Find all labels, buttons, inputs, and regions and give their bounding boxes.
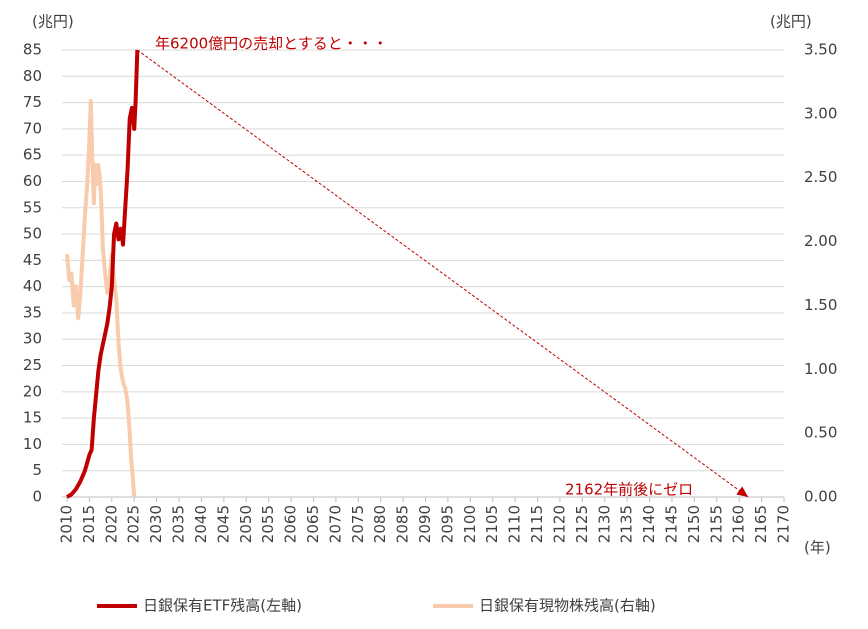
y-tick-label: 40	[23, 277, 42, 295]
x-tick-label: 2095	[438, 505, 456, 543]
y-tick-label: 50	[23, 225, 42, 243]
x-tick-label: 2160	[730, 505, 748, 543]
annotation: 2162年前後にゼロ	[565, 481, 693, 499]
data-line	[65, 49, 140, 499]
x-tick-label: 2010	[58, 505, 76, 543]
x-tick-label: 2105	[483, 505, 501, 543]
x-tick-label: 2145	[662, 505, 680, 543]
legend-label: 日銀保有現物株残高(右軸)	[479, 597, 656, 615]
y2-tick-label: 2.00	[804, 232, 837, 250]
y2-tick-label: 2.50	[804, 168, 837, 186]
x-tick-label: 2020	[102, 505, 120, 543]
y-tick-label: 45	[23, 251, 42, 269]
y-tick-label: 30	[23, 330, 42, 348]
y-axis-label: (兆円)	[32, 13, 74, 31]
x-tick-label: 2055	[259, 505, 277, 543]
x-tick-label: 2060	[282, 505, 300, 543]
x-tick-label: 2045	[214, 505, 232, 543]
y-tick-label: 65	[23, 146, 42, 164]
x-tick-label: 2135	[618, 505, 636, 543]
x-tick-label: 2030	[147, 505, 165, 543]
x-tick-label: 2155	[707, 505, 725, 543]
annotation: 年6200億円の売却とすると・・・	[155, 35, 388, 53]
y-tick-label: 20	[23, 382, 42, 400]
x-tick-label: 2110	[506, 505, 524, 543]
x-tick-label: 2100	[461, 505, 479, 543]
y-tick-label: 25	[23, 356, 42, 374]
y-tick-label: 15	[23, 409, 42, 427]
x-tick-label: 2150	[685, 505, 703, 543]
arrow-head	[736, 486, 749, 497]
y-tick-label: 55	[23, 198, 42, 216]
y-tick-label: 85	[23, 41, 42, 59]
y-tick-label: 0	[32, 488, 42, 506]
legend-label: 日銀保有ETF残高(左軸)	[143, 597, 302, 615]
x-tick-label: 2170	[775, 505, 793, 543]
y-tick-label: 10	[23, 435, 42, 453]
x-tick-label: 2165	[752, 505, 770, 543]
y2-tick-label: 3.00	[804, 104, 837, 122]
x-tick-label: 2130	[595, 505, 613, 543]
x-tick-label: 2125	[573, 505, 591, 543]
x-tick-label: 2035	[170, 505, 188, 543]
y-tick-label: 80	[23, 67, 42, 85]
y2-tick-label: 3.50	[804, 41, 837, 59]
x-tick-label: 2025	[125, 505, 143, 543]
y2-tick-label: 0.00	[804, 488, 837, 506]
x-tick-label: 2015	[80, 505, 98, 543]
x-tick-label: 2050	[237, 505, 255, 543]
y-tick-label: 75	[23, 93, 42, 111]
y-tick-label: 60	[23, 172, 42, 190]
x-tick-label: 2085	[394, 505, 412, 543]
y-tick-label: 70	[23, 119, 42, 137]
x-tick-label: 2075	[349, 505, 367, 543]
y-tick-label: 5	[32, 461, 42, 479]
y2-tick-label: 1.50	[804, 296, 837, 314]
x-axis-label: (年)	[804, 539, 831, 557]
x-tick-label: 2090	[416, 505, 434, 543]
x-tick-label: 2115	[528, 505, 546, 543]
x-tick-label: 2080	[371, 505, 389, 543]
x-tick-label: 2140	[640, 505, 658, 543]
projection-line	[137, 49, 749, 498]
y2-tick-label: 0.50	[804, 424, 837, 442]
x-tick-label: 2065	[304, 505, 322, 543]
y2-tick-label: 1.00	[804, 360, 837, 378]
x-tick-label: 2040	[192, 505, 210, 543]
x-tick-label: 2120	[550, 505, 568, 543]
x-tick-label: 2070	[326, 505, 344, 543]
data-line	[65, 99, 137, 498]
y2-axis-label: (兆円)	[770, 13, 812, 31]
y-tick-label: 35	[23, 303, 42, 321]
